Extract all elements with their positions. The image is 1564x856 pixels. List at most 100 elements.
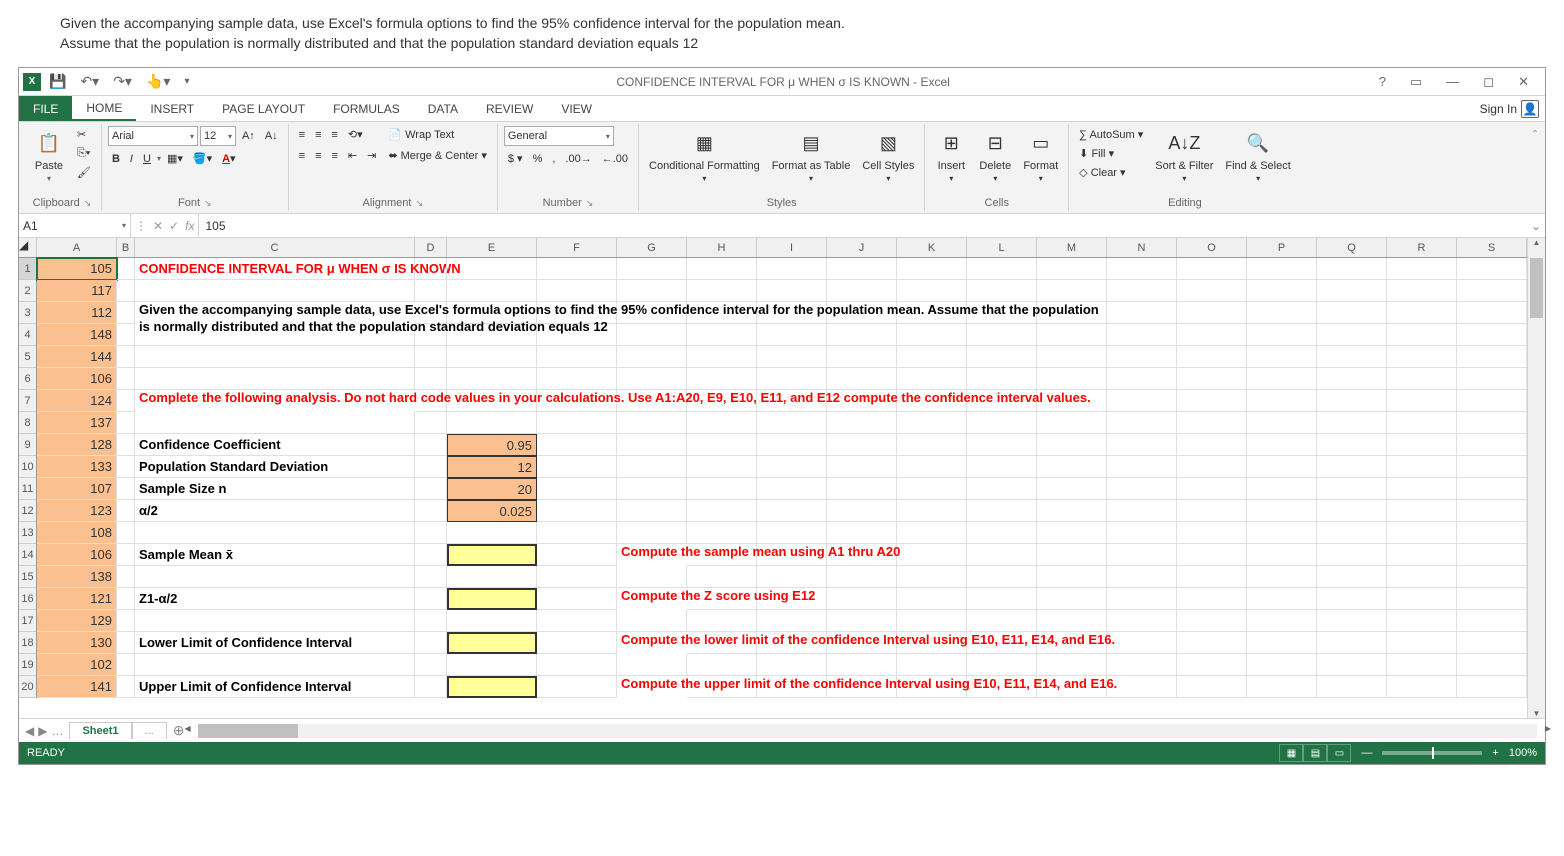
cell[interactable] — [1177, 302, 1247, 324]
save-icon[interactable]: 💾 — [43, 71, 72, 92]
cell[interactable] — [1107, 522, 1177, 544]
cell[interactable] — [117, 588, 135, 610]
cell[interactable] — [1317, 368, 1387, 390]
align-right-icon[interactable]: ≡ — [328, 148, 342, 164]
format-cells-button[interactable]: ▭Format▾ — [1019, 126, 1062, 185]
tab-insert[interactable]: INSERT — [136, 96, 208, 121]
cell[interactable] — [537, 544, 617, 566]
delete-cells-button[interactable]: ⊟Delete▾ — [975, 126, 1015, 185]
cell[interactable] — [757, 610, 827, 632]
cell[interactable] — [897, 456, 967, 478]
align-top-icon[interactable]: ≡ — [295, 127, 309, 143]
data-cell[interactable]: 124 — [37, 390, 117, 412]
cell[interactable] — [967, 368, 1037, 390]
cell[interactable] — [827, 346, 897, 368]
percent-icon[interactable]: % — [529, 151, 547, 167]
cell[interactable] — [415, 544, 447, 566]
cell[interactable] — [1387, 258, 1457, 280]
comma-icon[interactable]: , — [548, 151, 559, 167]
column-header[interactable]: K — [897, 238, 967, 257]
cell[interactable] — [1387, 368, 1457, 390]
cell[interactable] — [1387, 434, 1457, 456]
font-color-icon[interactable]: A▾ — [218, 150, 239, 167]
cell[interactable] — [1457, 588, 1527, 610]
cell[interactable] — [537, 676, 617, 698]
cell[interactable] — [1387, 280, 1457, 302]
cell[interactable] — [1247, 654, 1317, 676]
cell[interactable] — [117, 258, 135, 280]
cell[interactable] — [1107, 478, 1177, 500]
cell[interactable] — [537, 478, 617, 500]
cell[interactable] — [415, 676, 447, 698]
param-label[interactable]: Sample Size n — [135, 478, 415, 500]
cell[interactable] — [687, 610, 757, 632]
cell[interactable] — [1317, 500, 1387, 522]
cell[interactable] — [757, 478, 827, 500]
row-header[interactable]: 8 — [19, 412, 36, 434]
cell[interactable] — [117, 346, 135, 368]
column-header[interactable]: O — [1177, 238, 1247, 257]
column-header[interactable]: C — [135, 238, 415, 257]
cell[interactable] — [1107, 258, 1177, 280]
data-cell[interactable]: 112 — [37, 302, 117, 324]
cell[interactable] — [1457, 412, 1527, 434]
cell[interactable] — [897, 434, 967, 456]
column-header[interactable]: N — [1107, 238, 1177, 257]
tab-page-layout[interactable]: PAGE LAYOUT — [208, 96, 319, 121]
tab-formulas[interactable]: FORMULAS — [319, 96, 414, 121]
cell[interactable] — [687, 346, 757, 368]
cell[interactable] — [135, 566, 415, 588]
cell[interactable] — [1317, 654, 1387, 676]
cell[interactable] — [687, 566, 757, 588]
cell[interactable] — [1387, 346, 1457, 368]
cell[interactable] — [447, 610, 537, 632]
cell[interactable] — [1037, 522, 1107, 544]
cell[interactable] — [117, 566, 135, 588]
param-label[interactable]: α/2 — [135, 500, 415, 522]
cell[interactable] — [687, 478, 757, 500]
column-header[interactable]: J — [827, 238, 897, 257]
cell[interactable] — [117, 390, 135, 412]
calc-input[interactable] — [447, 588, 537, 610]
cell[interactable] — [1037, 654, 1107, 676]
dialog-launcher-icon[interactable]: ↘ — [204, 198, 212, 208]
align-middle-icon[interactable]: ≡ — [311, 127, 325, 143]
ribbon-options-icon[interactable]: ▭ — [1402, 72, 1430, 92]
cell[interactable] — [1457, 434, 1527, 456]
cell[interactable] — [415, 632, 447, 654]
find-select-button[interactable]: 🔍Find & Select▾ — [1221, 126, 1294, 185]
column-header[interactable]: P — [1247, 238, 1317, 257]
cell[interactable] — [537, 346, 617, 368]
cell[interactable] — [967, 258, 1037, 280]
wrap-text-button[interactable]: 📄 Wrap Text — [384, 126, 491, 143]
cell[interactable] — [117, 654, 135, 676]
cell[interactable] — [415, 654, 447, 676]
cell[interactable] — [415, 522, 447, 544]
cell[interactable] — [1457, 390, 1527, 412]
cell[interactable] — [967, 566, 1037, 588]
cell[interactable] — [135, 654, 415, 676]
cell[interactable] — [897, 412, 967, 434]
cell[interactable] — [827, 368, 897, 390]
row-header[interactable]: 9 — [19, 434, 36, 456]
cell[interactable] — [687, 412, 757, 434]
cell[interactable] — [1107, 456, 1177, 478]
cell[interactable] — [537, 500, 617, 522]
calc-hint[interactable]: Compute the upper limit of the confidenc… — [617, 676, 1417, 691]
cell[interactable] — [757, 280, 827, 302]
cell[interactable] — [415, 456, 447, 478]
cell[interactable] — [757, 258, 827, 280]
cell[interactable] — [897, 522, 967, 544]
cell[interactable] — [1457, 676, 1527, 698]
cell[interactable] — [1177, 280, 1247, 302]
number-format-combo[interactable]: General▾ — [504, 126, 614, 146]
calc-input[interactable] — [447, 632, 537, 654]
cell[interactable] — [827, 654, 897, 676]
cell[interactable] — [1387, 500, 1457, 522]
column-header[interactable]: H — [687, 238, 757, 257]
cell[interactable] — [1457, 302, 1527, 324]
cell[interactable] — [537, 368, 617, 390]
cell[interactable] — [1317, 456, 1387, 478]
param-label[interactable]: Confidence Coefficient — [135, 434, 415, 456]
cell[interactable] — [1387, 610, 1457, 632]
